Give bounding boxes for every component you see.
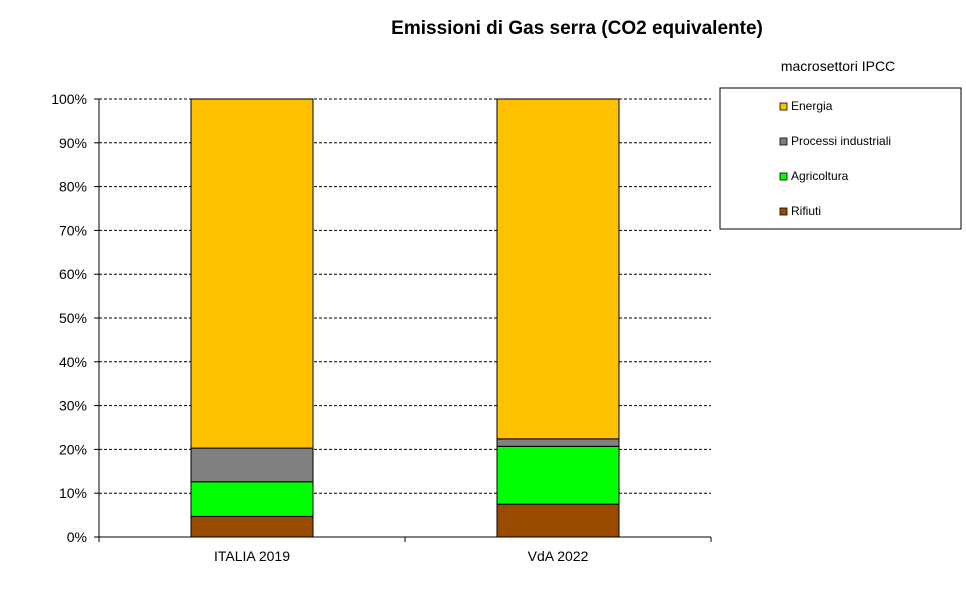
y-tick-label: 10% [59, 485, 87, 501]
legend-label: Energia [791, 99, 833, 113]
y-tick-label: 40% [59, 354, 87, 370]
y-tick-label: 70% [59, 222, 87, 238]
bar-segment-energia [496, 98, 620, 440]
bar-segment-rifiuti [496, 503, 620, 538]
bar-segment-agricoltura [190, 481, 314, 517]
y-tick-label: 30% [59, 398, 87, 414]
y-tick-label: 0% [67, 529, 87, 545]
legend-label: Rifiuti [791, 204, 821, 218]
bar-segment-rifiuti [190, 515, 314, 538]
legend-swatch [779, 172, 788, 181]
x-tick-label: ITALIA 2019 [214, 548, 290, 564]
chart-title: Emissioni di Gas serra (CO2 equivalente) [391, 18, 763, 39]
legend-swatch [779, 102, 788, 111]
y-tick-label: 80% [59, 179, 87, 195]
legend-label: Agricoltura [791, 169, 849, 183]
bar-segment-energia [190, 98, 314, 449]
bar-segment-processi-industriali [496, 438, 620, 447]
legend-swatch [779, 137, 788, 146]
y-tick-label: 20% [59, 441, 87, 457]
y-tick-label: 60% [59, 266, 87, 282]
y-tick-label: 90% [59, 135, 87, 151]
y-tick-label: 50% [59, 310, 87, 326]
y-tick-label: 100% [51, 91, 87, 107]
legend-swatch [779, 207, 788, 216]
bar-segment-agricoltura [496, 445, 620, 505]
legend-title: macrosettori IPCC [781, 58, 895, 74]
x-tick-label: VdA 2022 [528, 548, 589, 564]
legend-label: Processi industriali [791, 134, 891, 148]
bar-segment-processi-industriali [190, 447, 314, 483]
legend-box [719, 87, 962, 230]
